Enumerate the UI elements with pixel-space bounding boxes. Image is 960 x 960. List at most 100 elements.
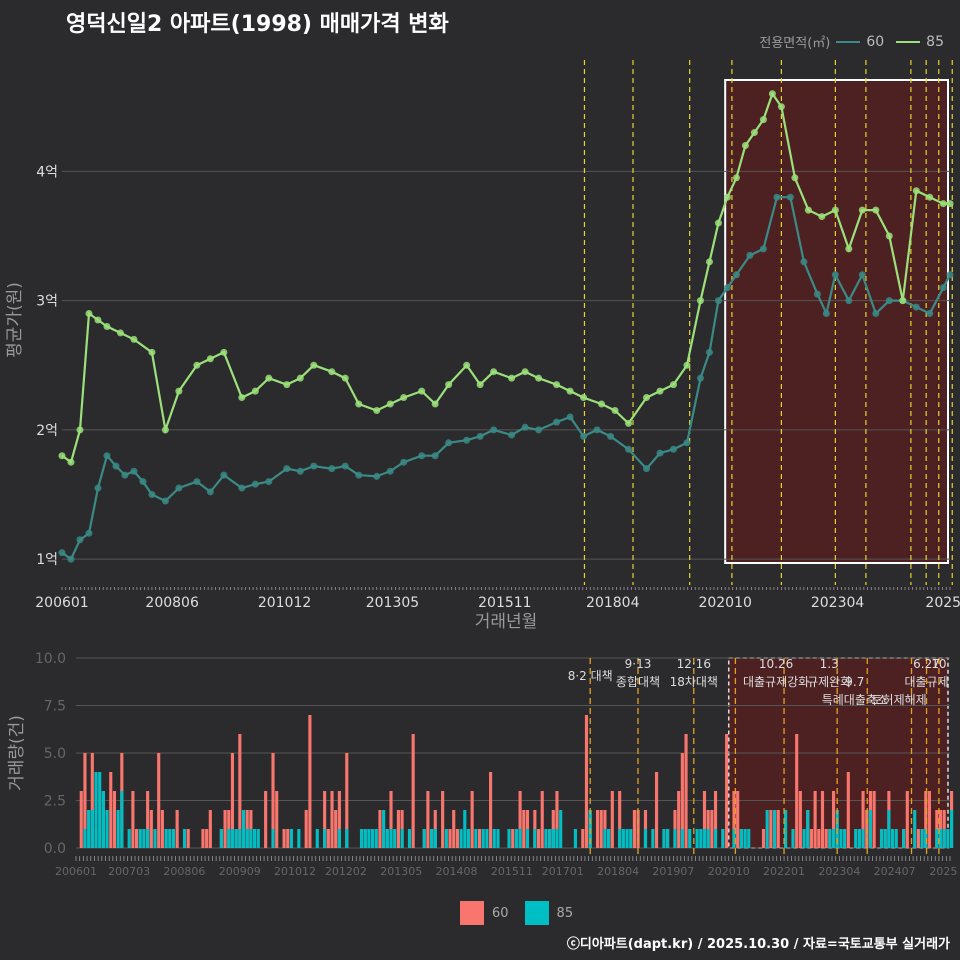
volume-bar-85	[831, 829, 836, 848]
volume-bar-60	[337, 791, 341, 848]
volume-bar-60	[924, 791, 928, 848]
data-point-85	[777, 103, 785, 111]
data-point-60	[593, 426, 601, 434]
volume-bar-85	[389, 829, 393, 848]
volume-bar-60	[710, 810, 714, 848]
data-point-85	[283, 381, 291, 389]
data-point-85	[885, 232, 893, 240]
data-point-85	[899, 297, 907, 305]
volume-bar-60	[555, 791, 559, 848]
data-point-85	[714, 219, 722, 227]
volume-bar-60	[149, 810, 153, 848]
volume-bar-60	[175, 810, 179, 848]
volume-bar-60	[271, 753, 275, 848]
volume-bar-85	[253, 829, 257, 848]
x-tick-label: 200601	[35, 595, 88, 611]
volume-bar-85	[662, 829, 666, 848]
volume-bar-85	[474, 829, 478, 848]
data-point-60	[939, 284, 947, 292]
volume-bar-85	[902, 829, 906, 848]
volume-bar-60	[713, 791, 718, 848]
data-point-85	[872, 206, 880, 214]
data-point-60	[669, 445, 677, 453]
volume-bar-60	[595, 810, 600, 848]
data-point-60	[723, 284, 731, 292]
data-point-85	[251, 387, 259, 395]
data-point-60	[445, 439, 453, 447]
volume-bar-85	[168, 829, 172, 848]
volume-bar-85	[459, 829, 463, 848]
chart-title: 영덕신일2 아파트(1998) 매매가격 변화	[66, 12, 449, 37]
legend-title: 전용면적(㎡)	[759, 36, 831, 51]
x-tick-label: 201012	[258, 595, 311, 611]
volume-bar-85	[496, 829, 500, 848]
data-point-85	[818, 213, 826, 221]
legend-label-60: 60	[866, 33, 885, 50]
data-point-60	[885, 297, 893, 305]
data-point-60	[800, 258, 808, 266]
volume-bar-85	[828, 829, 832, 848]
volume-bar-60	[112, 791, 117, 848]
volume-bar-60	[732, 791, 736, 848]
x-tick-label: 202304	[811, 595, 865, 611]
volume-bar-85	[371, 829, 375, 848]
volume-bar-60	[205, 829, 209, 848]
data-point-60	[656, 449, 664, 457]
x-tick-label: 202010	[698, 595, 751, 611]
volume-bar-60	[326, 829, 330, 848]
volume-bar-85	[607, 829, 611, 848]
volume-bar-60	[452, 810, 456, 848]
volume-bar-85	[481, 829, 485, 848]
volume-bar-60	[275, 791, 279, 848]
data-point-60	[130, 467, 138, 475]
volume-bar-60	[230, 753, 235, 848]
x-tick-label: 201511	[478, 595, 531, 611]
volume-bar-60	[761, 829, 766, 848]
data-point-85	[683, 361, 691, 369]
data-point-85	[566, 387, 574, 395]
x-tick-label: 201511	[491, 865, 533, 878]
volume-bar-85	[651, 829, 655, 848]
volume-bar-60	[238, 734, 242, 848]
data-point-60	[341, 462, 349, 470]
volume-bar-85	[802, 829, 806, 848]
volume-bar-85	[271, 829, 275, 848]
y-axis-title: 거래량(건)	[7, 715, 27, 791]
volume-bar-60	[426, 791, 430, 848]
data-point-60	[463, 436, 471, 444]
y-tick-label: 3억	[36, 294, 58, 310]
volume-bar-60	[905, 791, 909, 848]
volume-bar-60	[160, 810, 164, 848]
volume-bar-85	[315, 829, 319, 848]
x-tick-label: 201012	[274, 865, 316, 878]
data-point-60	[251, 480, 259, 488]
data-point-60	[831, 271, 839, 279]
volume-bar-60	[677, 791, 681, 848]
y-tick-label: 1억	[36, 552, 58, 568]
volume-bar-85	[772, 810, 777, 848]
data-point-60	[431, 452, 439, 460]
volume-bar-85	[507, 829, 511, 848]
volume-bar-85	[337, 829, 341, 848]
volume-bar-60	[916, 829, 920, 848]
volume-bar-60	[927, 791, 932, 848]
volume-bar-60	[264, 791, 268, 848]
volume-bar-85	[289, 829, 294, 848]
volume-bar-85	[87, 810, 91, 848]
volume-bar-85	[791, 829, 795, 848]
data-point-85	[85, 310, 93, 318]
volume-bar-85	[127, 829, 131, 848]
data-point-85	[580, 394, 588, 402]
volume-bar-85	[784, 810, 788, 848]
x-tick-label: 202407	[874, 865, 916, 878]
volume-bar-85	[879, 829, 884, 848]
data-point-85	[238, 394, 246, 402]
volume-bar-85	[883, 829, 887, 848]
data-point-85	[386, 400, 394, 408]
volume-bar-60	[809, 829, 813, 848]
data-point-60	[643, 465, 651, 473]
data-point-85	[220, 348, 228, 356]
volume-bar-60	[654, 772, 659, 848]
data-point-60	[746, 251, 754, 259]
data-point-85	[161, 426, 169, 434]
